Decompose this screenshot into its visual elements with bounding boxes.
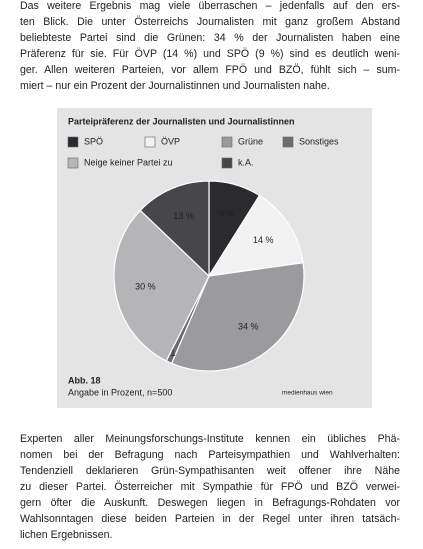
text-line: ten Blick. Die unter Österreichs Journal…: [20, 16, 400, 28]
data-label: 34 %: [238, 322, 259, 332]
legend-label: Neige keiner Partei zu: [84, 157, 173, 167]
legend-swatch: [221, 157, 233, 169]
legend-label: ÖVP: [161, 136, 180, 146]
data-label: 9 %: [219, 208, 235, 218]
text-line: ger. Allen weiteren Parteien, vor allem …: [20, 64, 400, 76]
legend-label: Grüne: [238, 136, 263, 146]
text-line: Tendenziell deklarieren Grün-Sympathisan…: [20, 465, 400, 477]
text-line: Präferenz für sie. Für ÖVP (14 %) und SP…: [20, 48, 400, 60]
chart-title: Parteipräferenz der Journalisten und Jou…: [68, 116, 295, 126]
legend-swatch: [67, 136, 79, 148]
text-line: Wahlsonntagen diese beiden Parteien in d…: [20, 513, 400, 525]
pie-slice: [207, 194, 304, 277]
legend-swatch: [282, 136, 294, 148]
data-label: 14 %: [253, 235, 274, 245]
legend-label: Sonstiges: [299, 136, 339, 146]
text-line: Das weitere Ergebnis mag viele überrasch…: [20, 0, 400, 12]
figure-caption: Angabe in Prozent, n=500: [68, 387, 172, 397]
legend-swatch: [144, 136, 156, 148]
pie-slice: [170, 262, 305, 372]
pie-slice: [113, 209, 210, 362]
figure-number: Abb. 18: [68, 375, 101, 385]
data-label: 30 %: [135, 281, 156, 291]
data-label: 13 %: [173, 211, 194, 221]
text-line: lichen Ergebnissen.: [20, 529, 113, 541]
credit-logo: medienhaus wien: [282, 390, 333, 397]
pie-slice: [139, 180, 210, 278]
text-line: zu dieser Partei. Österreicher mit Sympa…: [20, 481, 400, 493]
legend-label: SPÖ: [84, 136, 103, 146]
data-label: 1: [170, 348, 175, 358]
text-line: nomen bei der Befragung nach Parteisympa…: [20, 449, 400, 461]
text-line: beliebteste Partei sind die Grünen: 34 %…: [20, 32, 400, 44]
text-line: miert – nur ein Prozent der Journalistin…: [20, 80, 330, 92]
text-line: Experten aller Meinungsforschungs-Instit…: [20, 433, 400, 445]
legend-swatch: [67, 157, 79, 169]
legend-swatch: [221, 136, 233, 148]
text-line: gern öfter die Auskunft. Deswegen liegen…: [20, 497, 400, 509]
legend-label: k.A.: [238, 157, 254, 167]
